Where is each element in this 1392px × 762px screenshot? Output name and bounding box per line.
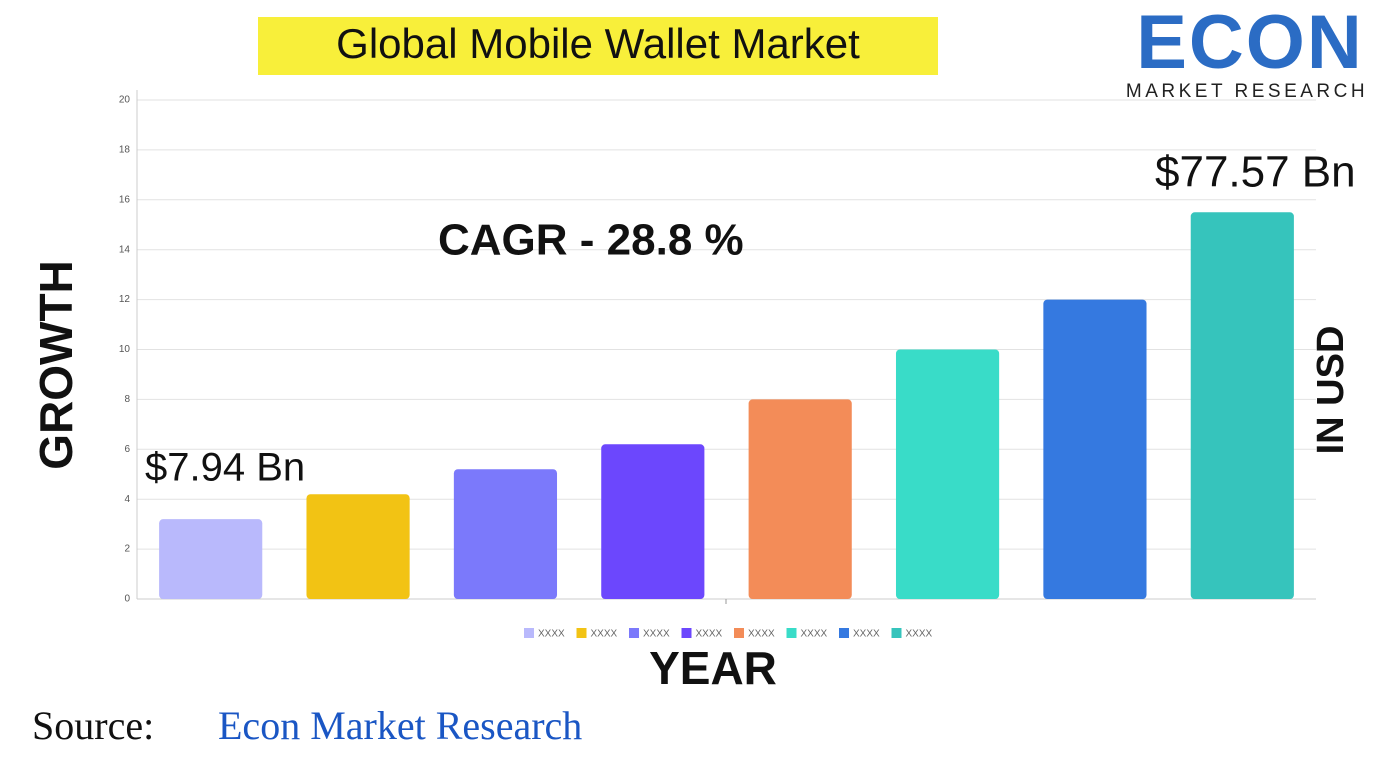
bar: [306, 494, 410, 599]
bar: [453, 469, 558, 599]
y-tick-label: 0: [124, 594, 130, 605]
legend-swatch: [629, 628, 639, 638]
source-text: Econ Market Research: [218, 703, 582, 748]
legend-label: XXXX: [906, 629, 933, 640]
legend-label: XXXX: [748, 629, 775, 640]
y-tick-label: 2: [124, 544, 130, 555]
y2-axis-label: IN USD: [1310, 326, 1352, 455]
legend-label: XXXX: [801, 629, 828, 640]
logo-tagline: MARKET RESEARCH: [1126, 81, 1368, 102]
logo-name: ECON: [1136, 0, 1364, 85]
bar: [1190, 212, 1294, 599]
chart-title: Global Mobile Wallet Market: [336, 20, 860, 67]
y-tick-label: 6: [124, 444, 130, 455]
legend-label: XXXX: [643, 629, 670, 640]
y-tick-label: 10: [119, 344, 131, 355]
x-axis-label: YEAR: [649, 642, 777, 694]
legend-swatch: [681, 628, 692, 638]
legend-label: XXXX: [591, 629, 618, 640]
legend-label: XXXX: [538, 629, 565, 640]
annotation: $7.94 Bn: [145, 446, 305, 490]
legend-swatch: [576, 628, 587, 638]
y-tick-label: 8: [124, 394, 130, 405]
bar: [159, 519, 263, 599]
bar: [601, 444, 705, 599]
annotation: CAGR - 28.8 %: [438, 216, 744, 265]
title-highlight: [258, 17, 938, 75]
y-tick-label: 20: [119, 95, 131, 106]
y-tick-label: 16: [119, 194, 131, 205]
y-tick-label: 14: [119, 244, 131, 255]
bar: [1043, 299, 1147, 599]
legend-label: XXXX: [853, 629, 880, 640]
bar: [895, 349, 1000, 599]
legend-swatch: [524, 628, 534, 638]
y-axis-label: GROWTH: [30, 260, 82, 470]
source-label: Source:: [32, 703, 154, 748]
y-tick-label: 12: [119, 294, 131, 305]
legend-swatch: [734, 628, 744, 638]
y-tick-label: 4: [124, 494, 130, 505]
bar: [748, 399, 852, 599]
legend-label: XXXX: [696, 629, 723, 640]
legend-swatch: [839, 628, 849, 638]
annotation: $77.57 Bn: [1155, 148, 1356, 197]
legend-swatch: [786, 628, 797, 638]
y-tick-label: 18: [119, 145, 131, 156]
legend-swatch: [891, 628, 902, 638]
